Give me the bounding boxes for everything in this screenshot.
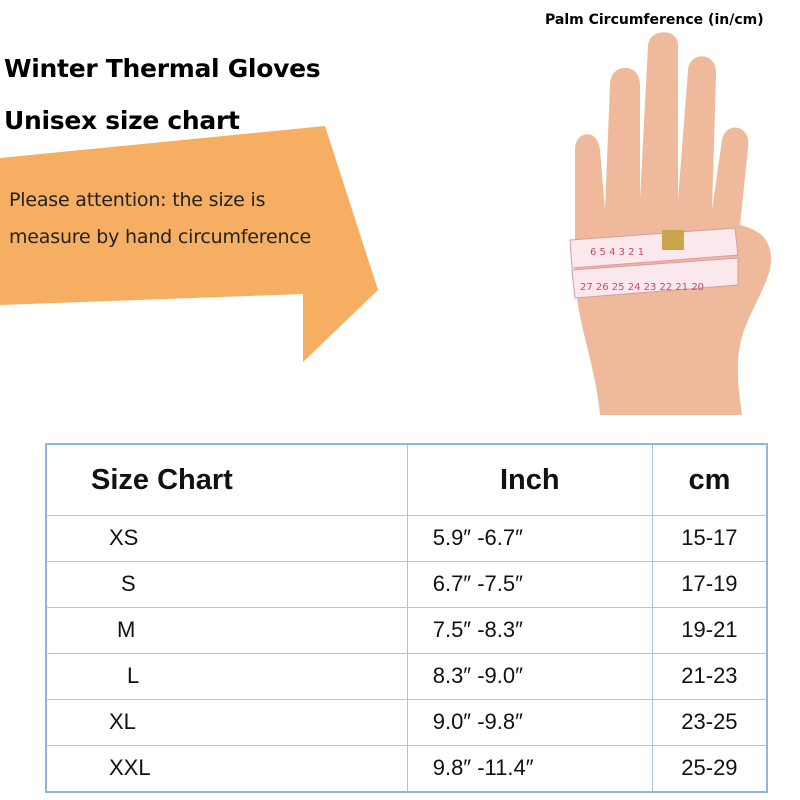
inch-cell: 9.8″ -11.4″ [406,744,653,793]
tape-buckle [662,230,684,250]
table-row: L 8.3″ -9.0″ 21-23 [45,652,768,700]
size-cell: S [45,560,408,608]
arrow-banner-graphic: 27 26 25 24 23 22 21 20 6 5 4 3 2 1 [0,32,771,415]
cm-cell: 23-25 [651,698,768,746]
orange-arrow-shape [0,126,378,362]
cm-cell: 21-23 [651,652,768,700]
table-row: S 6.7″ -7.5″ 17-19 [45,560,768,608]
table-row: M 7.5″ -8.3″ 19-21 [45,606,768,654]
hand-illustration: 27 26 25 24 23 22 21 20 6 5 4 3 2 1 [569,32,771,415]
cm-cell: 17-19 [651,560,768,608]
header-size: Size Chart [45,443,408,516]
svg-text:6 5 4 3 2 1: 6 5 4 3 2 1 [590,247,644,258]
size-cell: XL [45,698,408,746]
measurement-note: Please attention: the size is measure by… [9,182,311,256]
inch-cell: 7.5″ -8.3″ [406,606,653,654]
inch-cell: 8.3″ -9.0″ [406,652,653,700]
svg-text:27 26 25 24 23 22 21 20: 27 26 25 24 23 22 21 20 [580,282,704,293]
size-chart-table: Size Chart Inch cm XS 5.9″ -6.7″ 15-17 S 6.… [45,443,768,793]
product-title: Winter Thermal Gloves [4,54,321,83]
inch-cell: 9.0″ -9.8″ [406,698,653,746]
size-cell: L [45,652,408,700]
palm-circumference-label: Palm Circumference (in/cm) [545,12,764,28]
size-chart-subtitle: Unisex size chart [4,106,240,135]
header-inch: Inch [406,443,653,516]
inch-cell: 5.9″ -6.7″ [406,515,653,562]
table-row: XL 9.0″ -9.8″ 23-25 [45,698,768,746]
table-row: XS 5.9″ -6.7″ 15-17 [45,515,768,562]
table-row: XXL 9.8″ -11.4″ 25-29 [45,744,768,793]
size-cell: M [45,606,408,654]
note-line: measure by hand circumference [9,226,312,248]
cm-cell: 25-29 [651,744,768,793]
inch-cell: 6.7″ -7.5″ [406,560,653,608]
cm-cell: 15-17 [651,515,768,562]
note-line: Please attention: the size is [9,189,266,211]
cm-cell: 19-21 [651,606,768,654]
header-cm: cm [651,443,768,516]
size-cell: XS [45,515,408,562]
table-header-row: Size Chart Inch cm [45,443,768,516]
size-cell: XXL [45,744,408,793]
